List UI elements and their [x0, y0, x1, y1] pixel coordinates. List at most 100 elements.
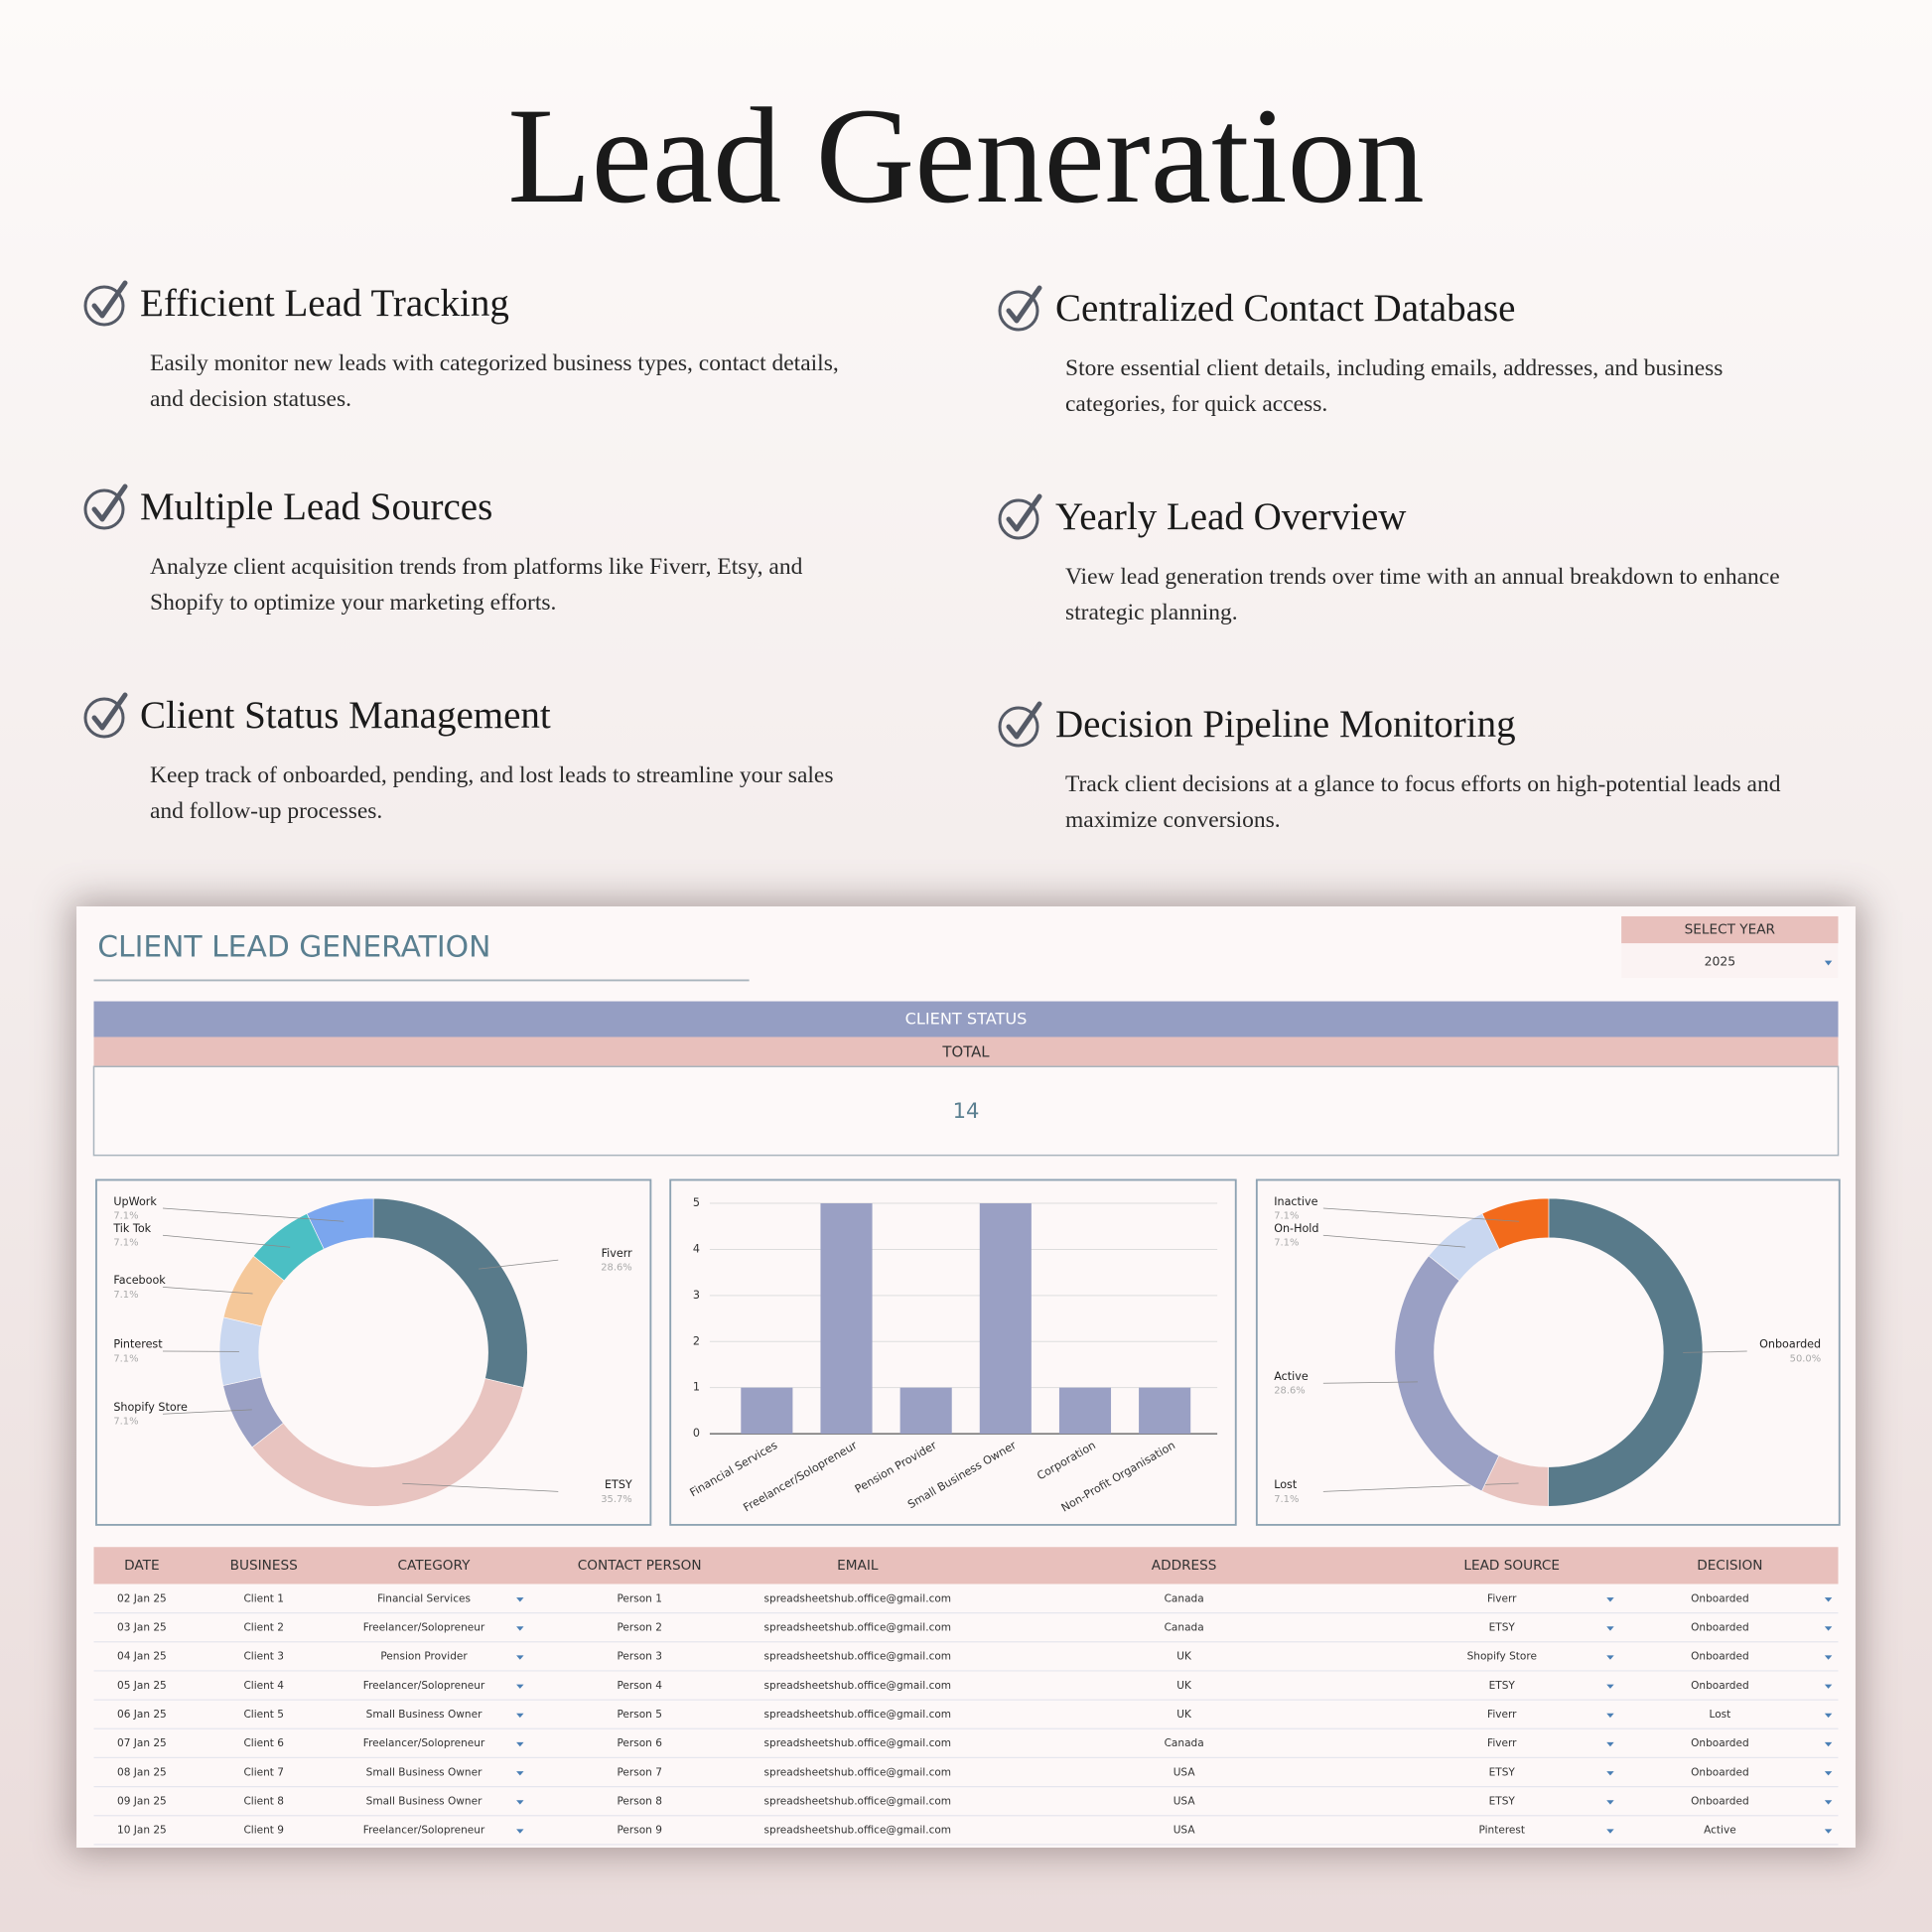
leader-line [402, 1482, 559, 1492]
dropdown-arrow[interactable] [1606, 1713, 1614, 1719]
table-cell: Onboarded [1691, 1651, 1749, 1663]
table-cell: 09 Jan 25 [117, 1795, 167, 1807]
dropdown-arrow[interactable] [516, 1713, 524, 1719]
column-header: CONTACT PERSON [578, 1558, 702, 1574]
feature-title: Multiple Lead Sources [140, 485, 493, 528]
dropdown-arrow[interactable] [1824, 1626, 1833, 1631]
year-value[interactable]: 2025 [1705, 953, 1736, 968]
table-cell: 03 Jan 25 [117, 1622, 167, 1634]
table-cell: Small Business Owner [366, 1766, 483, 1778]
bar [820, 1203, 873, 1435]
table-cell: spreadsheetshub.office@gmail.com [764, 1795, 952, 1807]
dashboard-sheet: CLIENT LEAD GENERATION SELECT YEAR 2025 … [76, 906, 1856, 1848]
dropdown-arrow[interactable] [1824, 1771, 1833, 1776]
column-header: BUSINESS [230, 1558, 298, 1574]
table-cell: Small Business Owner [366, 1709, 483, 1721]
leader-line [1683, 1350, 1747, 1353]
table-cell: UK [1176, 1709, 1192, 1721]
dropdown-arrow[interactable] [516, 1800, 524, 1805]
total-box [92, 1065, 1840, 1157]
table-cell: Shopify Store [1467, 1651, 1537, 1663]
dropdown-arrow[interactable] [1824, 1597, 1833, 1602]
feature-text: Track client decisions at a glance to fo… [1065, 771, 1781, 833]
dropdown-arrow[interactable] [516, 1741, 524, 1747]
dropdown-arrow[interactable] [1606, 1684, 1614, 1689]
y-tick-label: 5 [693, 1196, 700, 1209]
table-cell: Active [1704, 1825, 1736, 1837]
table-cell: Small Business Owner [366, 1795, 483, 1807]
dropdown-arrow[interactable] [1824, 1829, 1833, 1834]
table-cell: ETSY [1489, 1622, 1516, 1634]
feature-text: Analyze client acquisition trends from p… [150, 554, 803, 616]
table-cell: Person 4 [617, 1680, 662, 1692]
y-tick-label: 2 [693, 1334, 700, 1347]
slice-label: Pinterest [113, 1338, 163, 1351]
dropdown-arrow[interactable] [1606, 1771, 1614, 1776]
table-cell: Person 8 [617, 1795, 661, 1807]
leader-line [1322, 1234, 1465, 1248]
table-cell: Onboarded [1691, 1592, 1749, 1604]
table-cell: Person 9 [617, 1825, 661, 1837]
dropdown-arrow[interactable] [1606, 1829, 1614, 1834]
table-cell: Fiverr [1487, 1709, 1517, 1721]
table-cell: Client 9 [243, 1825, 284, 1837]
dropdown-arrow[interactable] [1824, 1684, 1833, 1689]
table-cell: spreadsheetshub.office@gmail.com [764, 1651, 952, 1663]
table-header-bg [93, 1547, 1839, 1585]
check-icon [83, 483, 128, 530]
feature-title: Decision Pipeline Monitoring [1055, 703, 1516, 746]
table-cell: spreadsheetshub.office@gmail.com [764, 1680, 952, 1692]
donut-slice [306, 1197, 374, 1250]
bar [741, 1387, 793, 1435]
table-cell: Onboarded [1691, 1737, 1749, 1749]
dropdown-arrow[interactable] [1606, 1597, 1614, 1602]
table-cell: 02 Jan 25 [117, 1592, 167, 1604]
donut-slice [1548, 1197, 1704, 1507]
dropdown-arrow[interactable] [516, 1626, 524, 1631]
leader-line [162, 1409, 252, 1415]
feature-text: View lead generation trends over time wi… [1065, 564, 1780, 625]
dropdown-arrow[interactable] [516, 1829, 524, 1834]
dropdown-arrow[interactable] [516, 1771, 524, 1776]
dropdown-arrow[interactable] [1606, 1741, 1614, 1747]
slice-label: On-Hold [1274, 1222, 1318, 1235]
dropdown-arrow[interactable] [1606, 1655, 1614, 1660]
slice-percent: 7.1% [1274, 1494, 1299, 1505]
column-header: DATE [124, 1558, 159, 1574]
table-cell: Canada [1165, 1592, 1204, 1604]
donut-slice [1481, 1197, 1550, 1250]
dropdown-arrow[interactable] [516, 1684, 524, 1689]
chart-panel [95, 1178, 652, 1526]
table-cell: Client 8 [243, 1795, 284, 1807]
status-header: CLIENT STATUS [905, 1010, 1028, 1029]
dropdown-arrow[interactable] [1606, 1626, 1614, 1631]
dropdown-arrow[interactable] [516, 1597, 524, 1602]
column-header: CATEGORY [397, 1558, 471, 1574]
year-label-bg [1621, 915, 1839, 944]
dropdown-arrow[interactable] [1824, 1800, 1833, 1805]
dropdown-arrow[interactable] [1606, 1800, 1614, 1805]
year-select[interactable] [1621, 943, 1839, 978]
dropdown-arrow[interactable] [1824, 1713, 1833, 1719]
dropdown-arrow[interactable] [1824, 1655, 1833, 1660]
slice-label: Fiverr [602, 1247, 633, 1260]
table-cell: 04 Jan 25 [117, 1651, 167, 1663]
table-cell: Freelancer/Solopreneur [363, 1737, 485, 1749]
table-cell: ETSY [1489, 1680, 1516, 1692]
table-cell: Client 7 [243, 1766, 284, 1778]
dropdown-arrow[interactable] [1824, 1741, 1833, 1747]
slice-label: Facebook [113, 1274, 166, 1287]
chart-panel [669, 1178, 1237, 1526]
column-header: EMAIL [837, 1558, 879, 1574]
leader-line [1322, 1207, 1519, 1222]
table-cell: Person 5 [617, 1709, 661, 1721]
table-cell: Client 6 [243, 1737, 284, 1749]
dropdown-arrow[interactable] [516, 1655, 524, 1660]
leader-line [1322, 1482, 1519, 1492]
feature-title: Yearly Lead Overview [1055, 495, 1407, 538]
dropdown-arrow[interactable] [1824, 960, 1833, 966]
table-cell: Person 6 [617, 1737, 662, 1749]
table-cell: 06 Jan 25 [117, 1709, 167, 1721]
column-header: ADDRESS [1152, 1558, 1217, 1574]
